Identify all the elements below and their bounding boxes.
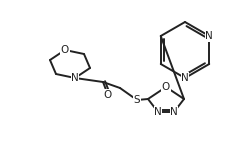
Text: N: N [153,107,161,117]
Text: O: O [161,82,169,92]
Text: O: O [61,45,69,55]
Text: O: O [104,90,112,100]
Text: N: N [180,73,188,83]
Text: N: N [169,107,177,117]
Text: N: N [205,31,212,41]
Text: S: S [133,95,140,105]
Text: N: N [71,73,79,83]
